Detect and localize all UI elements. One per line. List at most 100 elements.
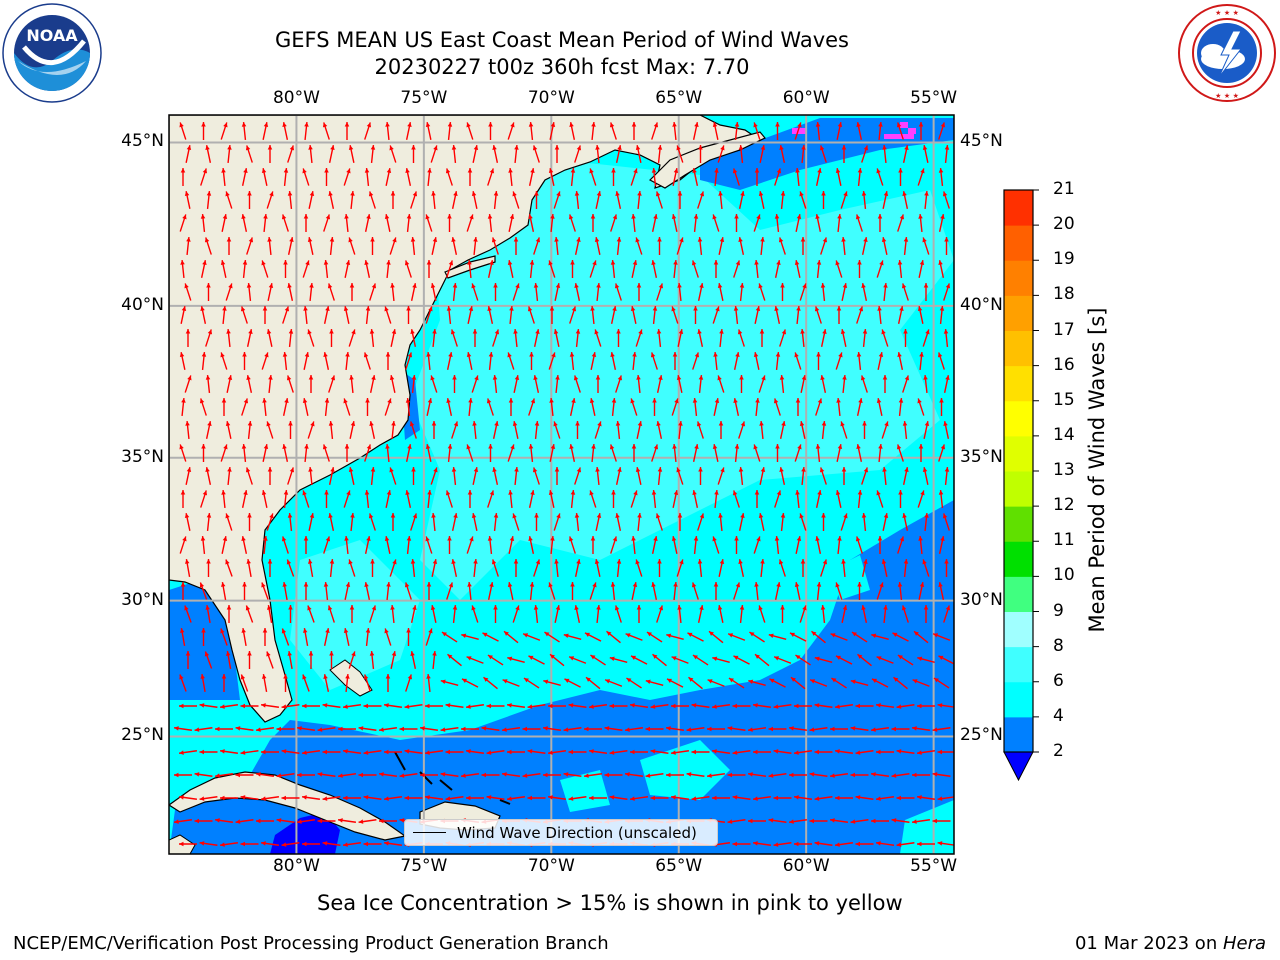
wave-direction-arrow	[878, 443, 883, 463]
wave-direction-arrow	[876, 656, 894, 664]
wave-direction-arrow	[445, 749, 464, 755]
wave-direction-arrow	[714, 489, 719, 509]
wave-direction-arrow	[389, 559, 397, 577]
wave-direction-arrow	[738, 191, 745, 209]
wave-direction-arrow	[739, 282, 745, 302]
wave-direction-arrow	[768, 726, 787, 732]
wave-direction-arrow	[616, 329, 621, 347]
wave-direction-arrow	[671, 398, 679, 416]
wave-direction-arrow	[630, 490, 638, 508]
wave-direction-arrow	[466, 536, 474, 554]
wave-direction-arrow	[487, 490, 495, 508]
wave-direction-arrow	[712, 214, 720, 232]
wave-direction-arrow	[488, 122, 493, 140]
wave-direction-arrow	[329, 651, 334, 669]
wave-direction-arrow	[796, 305, 801, 325]
wave-direction-arrow	[585, 676, 601, 690]
wave-direction-arrow	[650, 749, 669, 754]
wave-direction-arrow	[631, 535, 636, 555]
lat-tick-label-right: 45°N	[960, 131, 1003, 152]
wave-direction-arrow	[466, 122, 474, 140]
colorbar-tick-label: 13	[1053, 460, 1075, 480]
wave-direction-arrow	[548, 490, 555, 508]
wave-direction-arrow	[425, 306, 433, 324]
wave-direction-arrow	[569, 398, 576, 416]
wave-direction-arrow	[739, 604, 745, 624]
wave-direction-arrow	[713, 260, 719, 278]
wave-direction-arrow	[563, 727, 582, 732]
wave-direction-arrow	[897, 352, 904, 370]
wave-direction-arrow	[488, 444, 493, 462]
wave-direction-arrow	[856, 398, 863, 416]
wave-direction-arrow	[323, 352, 330, 370]
wave-direction-arrow	[487, 213, 493, 233]
wave-direction-arrow	[441, 631, 458, 643]
wave-direction-arrow	[924, 190, 929, 210]
wave-direction-arrow	[892, 632, 909, 642]
wave-direction-arrow	[917, 398, 925, 416]
wave-direction-arrow	[389, 145, 397, 163]
wave-direction-arrow	[389, 375, 396, 393]
wave-direction-arrow	[548, 352, 556, 370]
wave-direction-arrow	[861, 145, 869, 163]
wave-direction-arrow	[487, 306, 494, 324]
wave-direction-arrow	[635, 145, 642, 163]
wave-direction-arrow	[266, 513, 274, 531]
wave-direction-arrow	[219, 749, 239, 754]
wave-direction-arrow	[902, 420, 908, 440]
wave-direction-arrow	[697, 605, 704, 623]
wave-direction-arrow	[317, 772, 336, 777]
wave-direction-arrow	[370, 559, 375, 577]
wave-direction-arrow	[303, 582, 309, 600]
wave-direction-arrow	[282, 444, 289, 462]
wave-direction-arrow	[220, 582, 227, 600]
wave-direction-arrow	[241, 490, 248, 508]
wave-direction-arrow	[549, 306, 555, 324]
wave-direction-arrow	[467, 581, 472, 601]
wave-direction-arrow	[179, 841, 197, 847]
wave-direction-arrow	[391, 420, 396, 440]
wave-direction-arrow	[246, 559, 252, 577]
wave-direction-arrow	[323, 214, 331, 232]
wave-direction-arrow	[410, 605, 417, 623]
wave-direction-arrow	[486, 750, 505, 755]
wave-direction-arrow	[507, 582, 514, 600]
wave-direction-arrow	[922, 237, 930, 255]
wave-direction-arrow	[214, 773, 234, 778]
wave-direction-arrow	[677, 604, 682, 624]
wave-direction-arrow	[903, 236, 909, 256]
wave-direction-arrow	[759, 145, 766, 163]
wave-direction-arrow	[329, 236, 335, 256]
noaa-logo: NOAA	[2, 3, 102, 103]
wave-direction-arrow	[431, 421, 437, 439]
wave-direction-arrow	[923, 283, 929, 301]
wave-direction-arrow	[345, 673, 350, 693]
wave-direction-arrow	[472, 420, 477, 440]
footer-right: 01 Mar 2023 on Hera	[1075, 933, 1266, 954]
colorbar-segment	[1004, 611, 1033, 648]
wave-direction-arrow	[179, 214, 187, 232]
wave-direction-arrow	[574, 605, 581, 623]
wave-direction-arrow	[903, 558, 909, 578]
wave-direction-arrow	[732, 841, 751, 847]
wave-direction-arrow	[378, 772, 398, 777]
wave-direction-arrow	[677, 513, 683, 531]
wave-direction-arrow	[308, 144, 313, 164]
wave-direction-arrow	[235, 819, 254, 824]
wave-direction-arrow	[507, 122, 515, 140]
colorbar-tick-label: 6	[1053, 670, 1064, 691]
wave-direction-arrow	[637, 512, 642, 532]
wave-direction-arrow	[383, 796, 403, 801]
wave-direction-arrow	[944, 466, 950, 486]
wave-direction-arrow	[261, 749, 279, 755]
wave-direction-arrow	[317, 818, 336, 824]
wave-direction-arrow	[184, 559, 191, 577]
wave-direction-arrow	[529, 259, 535, 279]
wave-direction-arrow	[451, 144, 457, 164]
wave-direction-arrow	[637, 190, 642, 210]
wave-direction-arrow	[698, 374, 704, 394]
wave-direction-arrow	[842, 374, 847, 394]
wave-direction-arrow	[917, 168, 925, 186]
wave-direction-arrow	[841, 283, 848, 301]
wave-direction-arrow	[446, 260, 454, 278]
